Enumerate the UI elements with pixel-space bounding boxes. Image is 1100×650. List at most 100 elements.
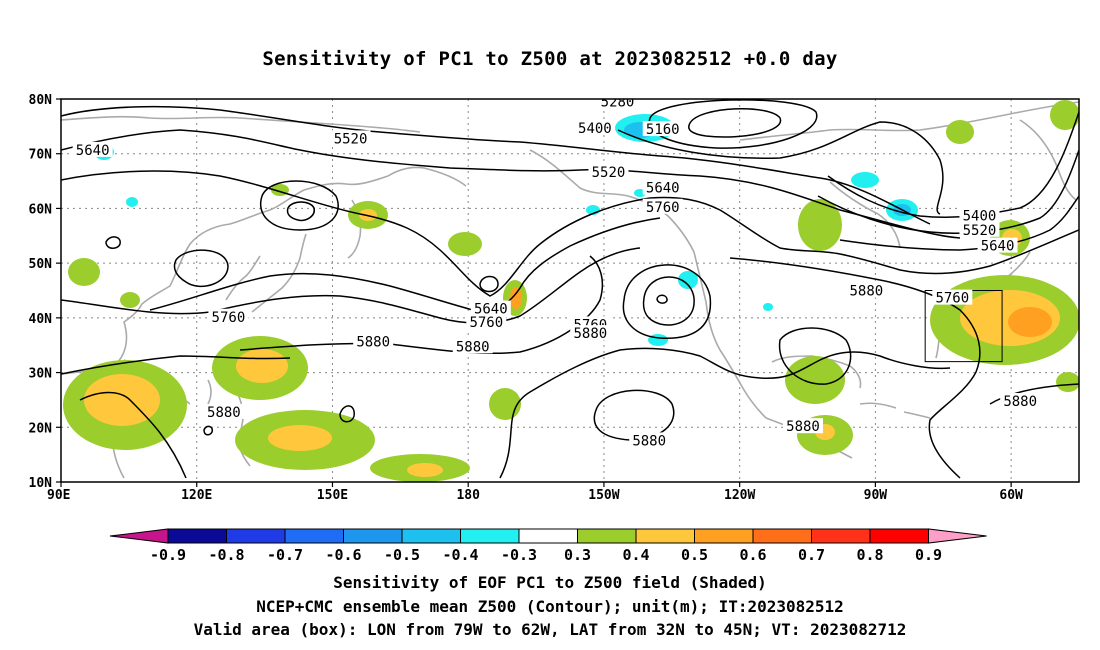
- contour-small-low-asia: [105, 236, 121, 249]
- figure-title: Sensitivity of PC1 to Z500 at 2023082512…: [262, 48, 838, 70]
- contour-high-central-pacific: [593, 389, 675, 441]
- lon-tick-label: 150E: [317, 488, 348, 503]
- colorbar-label: 0.3: [564, 546, 591, 564]
- contour-label-text: 5400: [963, 209, 997, 225]
- contour-label: 5640: [72, 141, 113, 159]
- colorbar-label: 0.6: [739, 546, 766, 564]
- contour-label: 5880: [846, 282, 887, 300]
- colorbar-label: -0.4: [442, 546, 478, 564]
- coast-asia: [61, 166, 467, 375]
- shade-patch-cyan: [126, 197, 138, 207]
- shade-patch-green: [946, 120, 974, 144]
- contour-label-text: 5520: [963, 223, 997, 239]
- contour-label-halo: [642, 179, 683, 195]
- contour-label-text: 5880: [849, 284, 883, 300]
- colorbar: -0.9 -0.8 -0.7 -0.6 -0.5 -0.4 -0.3 0.3 0.4 0.5 0.6…: [109, 528, 987, 564]
- coast-hudson-bay: [829, 181, 901, 249]
- contour-label-halo: [208, 308, 249, 324]
- contour-label-halo: [642, 198, 683, 214]
- contour-label: 5160: [642, 121, 683, 138]
- coast-siberia-arctic: [61, 115, 421, 133]
- colorbar-under-triangle: [109, 528, 169, 544]
- contour-label: 5880: [1000, 393, 1041, 410]
- shade-patch-green: [68, 258, 100, 286]
- colorbar-label: 0.8: [856, 546, 883, 564]
- shade-patch-green: [785, 356, 845, 404]
- coast-north-america-west: [693, 251, 767, 419]
- map-panel: 5280516054005520552056405640576054005520…: [29, 93, 1080, 503]
- lon-tick-label: 180: [456, 488, 480, 503]
- contour-label: 5400: [574, 119, 615, 137]
- caption-line-2: NCEP+CMC ensemble mean Z500 (Contour); u…: [256, 597, 844, 616]
- colorbar-swatch: [752, 528, 812, 544]
- shade-patch-green: [798, 199, 842, 251]
- contour-5160: [688, 107, 782, 138]
- contour-label-halo: [1000, 393, 1041, 409]
- contour-label: 5640: [642, 179, 683, 197]
- colorbar-label: -0.6: [325, 546, 361, 564]
- colorbar-swatch: [167, 528, 227, 544]
- contour-5640-north: [61, 129, 961, 239]
- lon-tick-label: 90W: [864, 488, 888, 503]
- lon-tick-label: 60W: [999, 488, 1023, 503]
- contour-label-text: 5760: [212, 310, 246, 326]
- colorbar-label: -0.3: [501, 546, 537, 564]
- colorbar-swatch: [460, 528, 520, 544]
- contour-label-text: 5880: [574, 326, 608, 342]
- contour-label-halo: [959, 221, 1000, 237]
- contour-small-low-pac: [479, 275, 499, 293]
- contour-label: 5880: [203, 403, 244, 421]
- contour-label: 5640: [470, 300, 511, 318]
- contour-5880-east-end: [989, 383, 1079, 405]
- colorbar-swatch: [401, 528, 461, 544]
- contour-label: 5520: [330, 130, 371, 147]
- contour-5280-closed: [648, 99, 818, 149]
- contour-label-text: 5880: [1003, 394, 1037, 410]
- contour-small-low-sea: [203, 425, 214, 436]
- contour-label-halo: [783, 418, 824, 434]
- contour-label-text: 5640: [981, 239, 1015, 255]
- shade-patch-green: [489, 388, 521, 420]
- coast-gulf-of-mexico: [771, 355, 862, 389]
- coast-korea: [225, 255, 261, 301]
- contour-label-halo: [642, 121, 683, 137]
- contour-label: 5880: [353, 333, 394, 350]
- lat-tick-label: 80N: [29, 93, 53, 108]
- contour-label-halo: [588, 163, 629, 179]
- contour-low-pacific-inner: [642, 276, 695, 326]
- lon-tick-label: 90E: [47, 488, 70, 503]
- contour-label-halo: [330, 130, 371, 146]
- shade-patch-green: [1056, 372, 1079, 392]
- contour-label: 5760: [208, 308, 249, 326]
- contour-label: 5880: [452, 338, 493, 355]
- colorbar-label: -0.9: [150, 546, 186, 564]
- coast-greenland: [1019, 119, 1077, 201]
- contour-label: 5760: [642, 198, 683, 216]
- contour-label-halo: [629, 432, 670, 448]
- contour-label-text: 5640: [474, 302, 508, 318]
- colorbar-label: -0.8: [208, 546, 244, 564]
- shade-patch-cyan: [648, 334, 668, 346]
- coast-caribbean-islands: [859, 402, 931, 419]
- contour-low-pacific: [622, 264, 712, 339]
- shade-patch-yellow: [84, 374, 160, 426]
- contour-5880-west-pac: [79, 391, 187, 479]
- colorbar-swatch: [635, 528, 695, 544]
- map-content: 5280516054005520552056405640576054005520…: [61, 99, 1079, 482]
- lat-tick-label: 60N: [29, 202, 53, 217]
- lat-tick-label: 40N: [29, 312, 53, 327]
- shade-patch-green: [448, 232, 482, 256]
- contour-label: 5880: [783, 418, 824, 435]
- caption-line-3: Valid area (box): LON from 79W to 62W, L…: [193, 620, 907, 639]
- contour-low-pacific-core: [656, 294, 668, 304]
- contour-label-text: 5400: [578, 121, 612, 137]
- contour-label-text: 5880: [632, 433, 666, 449]
- colorbar-label: 0.4: [622, 546, 649, 564]
- lat-tick-label: 20N: [29, 421, 53, 436]
- shade-patch-yellow: [407, 463, 443, 477]
- contour-label-text: 5160: [646, 122, 680, 138]
- contour-label-text: 5520: [592, 165, 626, 181]
- contour-label: 5280: [597, 99, 638, 111]
- contour-label-halo: [452, 338, 493, 354]
